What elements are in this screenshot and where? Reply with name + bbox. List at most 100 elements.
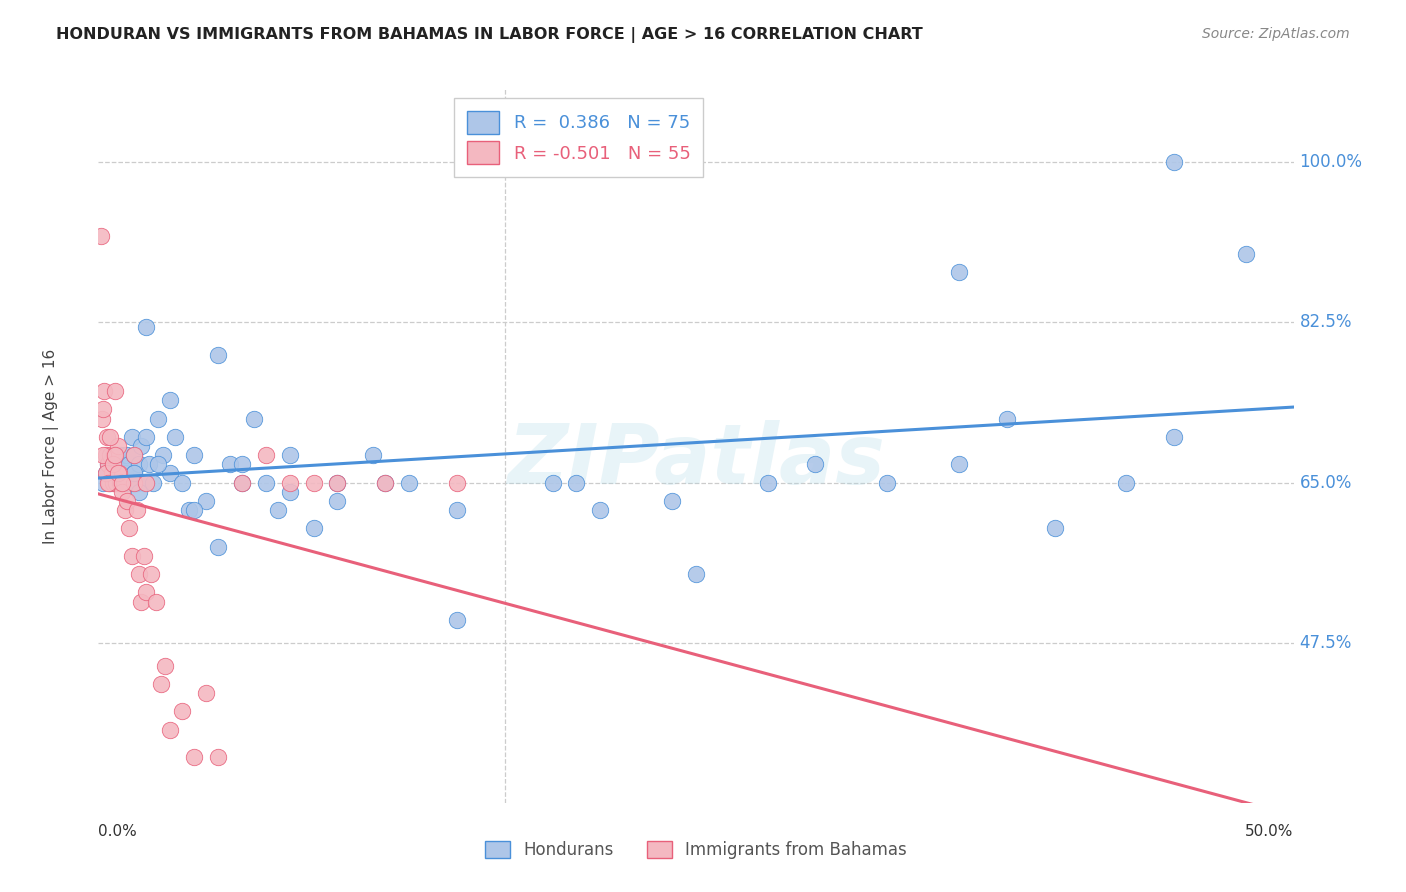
Point bbox=[207, 750, 229, 764]
Point bbox=[804, 458, 827, 472]
Point bbox=[948, 458, 970, 472]
Point bbox=[98, 475, 121, 490]
Point bbox=[172, 475, 194, 490]
Point bbox=[135, 320, 157, 334]
Point bbox=[278, 484, 301, 499]
Point bbox=[876, 475, 898, 490]
Text: 100.0%: 100.0% bbox=[1299, 153, 1362, 171]
Point bbox=[108, 475, 131, 490]
Point bbox=[121, 549, 143, 563]
Point bbox=[115, 448, 138, 462]
Point bbox=[207, 347, 229, 361]
Point bbox=[661, 494, 683, 508]
Point bbox=[231, 475, 253, 490]
Point bbox=[541, 475, 564, 490]
Point bbox=[589, 503, 612, 517]
Point bbox=[118, 458, 141, 472]
Point bbox=[132, 475, 155, 490]
Point bbox=[1234, 247, 1257, 261]
Point bbox=[91, 475, 114, 490]
Point bbox=[98, 475, 122, 490]
Point bbox=[446, 503, 468, 517]
Point bbox=[118, 475, 141, 490]
Point bbox=[90, 228, 112, 243]
Point bbox=[446, 613, 468, 627]
Point bbox=[104, 384, 127, 398]
Point bbox=[114, 448, 136, 462]
Text: 47.5%: 47.5% bbox=[1299, 633, 1353, 652]
Point bbox=[163, 430, 186, 444]
Text: HONDURAN VS IMMIGRANTS FROM BAHAMAS IN LABOR FORCE | AGE > 16 CORRELATION CHART: HONDURAN VS IMMIGRANTS FROM BAHAMAS IN L… bbox=[56, 27, 922, 43]
Point bbox=[159, 393, 181, 408]
Point bbox=[91, 402, 114, 417]
Text: 0.0%: 0.0% bbox=[98, 824, 138, 839]
Point bbox=[91, 411, 114, 425]
Point bbox=[105, 475, 128, 490]
Point bbox=[374, 475, 396, 490]
Point bbox=[138, 458, 160, 472]
Point bbox=[326, 475, 349, 490]
Point bbox=[128, 484, 150, 499]
Point bbox=[124, 467, 146, 481]
Point bbox=[565, 475, 588, 490]
Point bbox=[114, 467, 136, 481]
Point bbox=[124, 448, 146, 462]
Point bbox=[94, 448, 117, 462]
Point bbox=[207, 540, 229, 554]
Point bbox=[114, 503, 136, 517]
Text: 82.5%: 82.5% bbox=[1299, 313, 1353, 332]
Point bbox=[98, 448, 122, 462]
Point bbox=[219, 458, 242, 472]
Point bbox=[155, 658, 177, 673]
Point bbox=[152, 448, 174, 462]
Point bbox=[101, 475, 124, 490]
Point bbox=[121, 430, 143, 444]
Point bbox=[231, 475, 253, 490]
Point bbox=[254, 475, 277, 490]
Point bbox=[128, 458, 150, 472]
Point bbox=[183, 750, 205, 764]
Point bbox=[278, 448, 301, 462]
Point bbox=[995, 411, 1018, 425]
Point bbox=[183, 503, 205, 517]
Point bbox=[94, 467, 117, 481]
Point bbox=[135, 430, 157, 444]
Point bbox=[125, 503, 148, 517]
Point bbox=[148, 411, 170, 425]
Point bbox=[110, 475, 132, 490]
Point bbox=[254, 448, 277, 462]
Point bbox=[948, 265, 970, 279]
Point bbox=[131, 594, 153, 608]
Point bbox=[107, 439, 129, 453]
Point bbox=[93, 384, 115, 398]
Point bbox=[115, 494, 138, 508]
Point bbox=[159, 723, 181, 737]
Text: 65.0%: 65.0% bbox=[1299, 474, 1353, 491]
Point bbox=[1115, 475, 1137, 490]
Point bbox=[111, 484, 134, 499]
Text: In Labor Force | Age > 16: In Labor Force | Age > 16 bbox=[42, 349, 59, 543]
Text: Source: ZipAtlas.com: Source: ZipAtlas.com bbox=[1202, 27, 1350, 41]
Point bbox=[132, 549, 155, 563]
Point bbox=[107, 467, 129, 481]
Point bbox=[124, 467, 146, 481]
Point bbox=[242, 411, 264, 425]
Point bbox=[107, 467, 129, 481]
Point bbox=[302, 475, 325, 490]
Point bbox=[118, 521, 141, 535]
Point bbox=[135, 475, 157, 490]
Point bbox=[326, 475, 349, 490]
Point bbox=[121, 475, 143, 490]
Point bbox=[446, 475, 468, 490]
Point bbox=[111, 458, 134, 472]
Legend: Hondurans, Immigrants from Bahamas: Hondurans, Immigrants from Bahamas bbox=[478, 834, 914, 866]
Point bbox=[107, 467, 129, 481]
Point bbox=[142, 475, 165, 490]
Point bbox=[194, 686, 217, 700]
Point bbox=[149, 677, 172, 691]
Point bbox=[1163, 155, 1185, 169]
Point bbox=[148, 458, 170, 472]
Point bbox=[98, 430, 122, 444]
Point bbox=[183, 448, 205, 462]
Point bbox=[101, 448, 124, 462]
